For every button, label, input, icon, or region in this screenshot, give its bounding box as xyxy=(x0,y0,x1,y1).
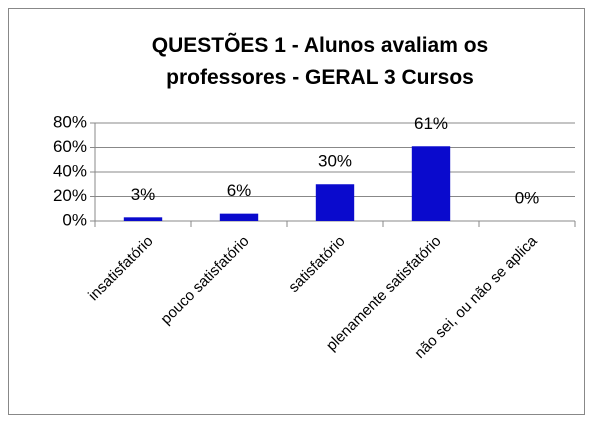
y-tick-label: 80% xyxy=(53,112,87,131)
bar xyxy=(315,184,355,221)
value-label: 3% xyxy=(131,185,156,204)
value-label: 30% xyxy=(318,152,352,171)
value-label: 6% xyxy=(227,181,252,200)
y-tick-label: 60% xyxy=(53,137,87,156)
bar xyxy=(123,217,163,221)
chart-title: QUESTÕES 1 - Alunos avaliam os professor… xyxy=(151,34,489,89)
chart-border xyxy=(8,8,585,415)
y-tick-label: 20% xyxy=(53,186,87,205)
bar xyxy=(219,213,259,221)
bar xyxy=(411,146,451,221)
value-label: 0% xyxy=(515,188,540,207)
y-tick-label: 0% xyxy=(62,210,87,229)
y-tick-label: 40% xyxy=(53,161,87,180)
value-label: 61% xyxy=(414,114,448,133)
